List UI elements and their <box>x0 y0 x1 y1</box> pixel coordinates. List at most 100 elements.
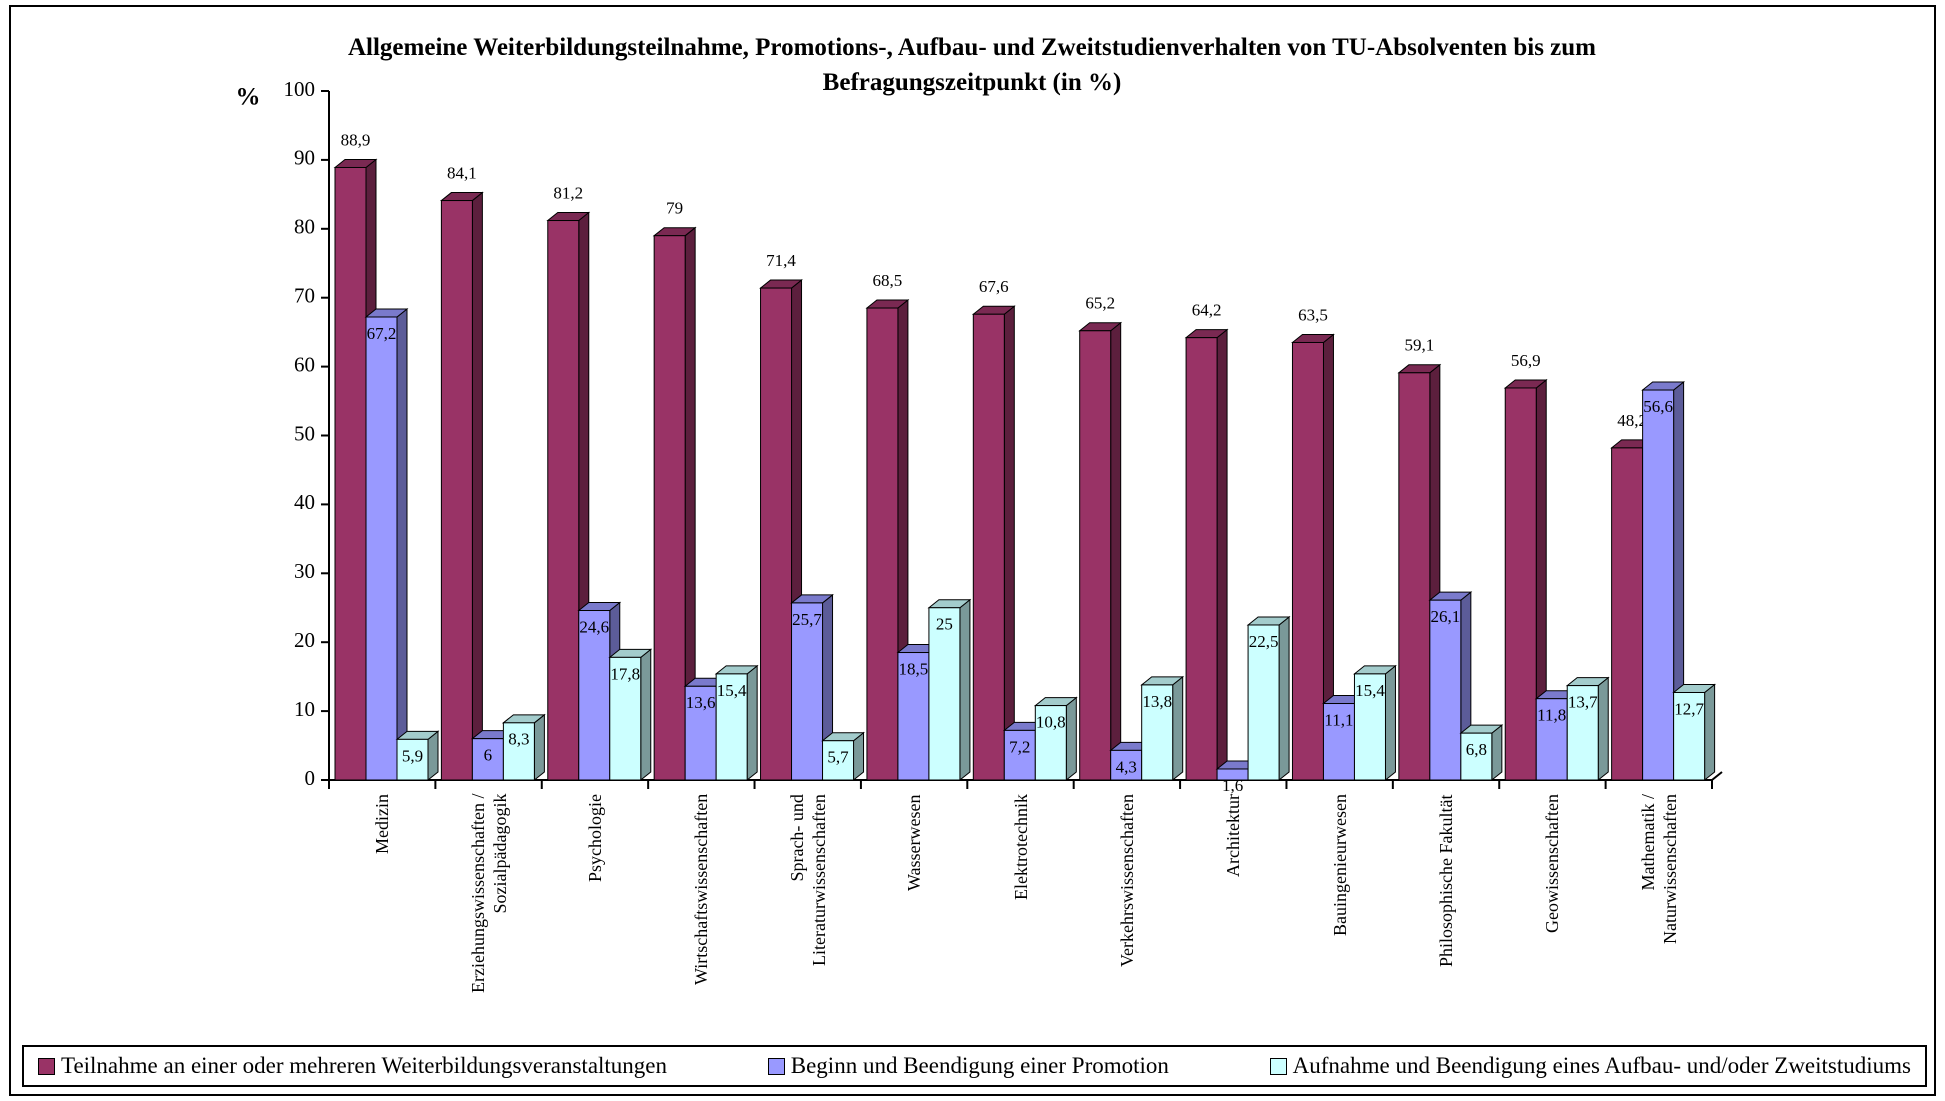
value-label: 8,3 <box>508 730 529 749</box>
legend-swatch <box>38 1057 55 1075</box>
bar <box>760 287 793 781</box>
bar <box>440 200 473 781</box>
x-tick-label: Erziehungswissenschaften / Sozialpädagog… <box>467 793 510 993</box>
value-label: 25,7 <box>792 610 822 629</box>
value-label: 13,6 <box>686 693 716 712</box>
value-label: 11,1 <box>1324 710 1353 729</box>
bar-side <box>959 598 971 782</box>
bar <box>972 313 1005 781</box>
legend: Teilnahme an einer oder mehreren Weiterb… <box>22 1045 1927 1087</box>
x-tick-label: Verkehrswissenschaften <box>1116 794 1137 967</box>
value-label: 11,8 <box>1537 706 1566 725</box>
value-label: 6,8 <box>1466 740 1487 759</box>
x-tick-label: Elektrotechnik <box>1010 794 1031 900</box>
value-label: 7,2 <box>1009 737 1030 756</box>
bar <box>822 740 855 781</box>
bar <box>1034 705 1067 781</box>
value-label: 68,5 <box>873 271 903 290</box>
frame <box>9 5 1936 1096</box>
bar <box>1642 389 1675 781</box>
value-label: 63,5 <box>1298 305 1328 324</box>
value-label: 15,4 <box>717 681 747 700</box>
y-tick-label: 10 <box>294 697 315 721</box>
bar-side <box>396 307 408 782</box>
value-label: 17,8 <box>610 664 640 683</box>
value-label: 12,7 <box>1674 699 1704 718</box>
bar-side <box>1384 664 1396 782</box>
legend-label: Beginn und Beendigung einer Promotion <box>790 1053 1169 1078</box>
bar <box>928 607 961 781</box>
bar <box>1535 698 1568 781</box>
bar <box>1291 341 1324 781</box>
bar <box>365 316 398 781</box>
chart-title: Allgemeine Weiterbildungsteilnahme, Prom… <box>347 34 1597 96</box>
legend-item: Beginn und Beendigung einer Promotion <box>767 1053 1169 1079</box>
bar <box>653 235 686 781</box>
bar-side <box>1597 676 1609 782</box>
bar-side <box>533 713 545 782</box>
value-label: 5,7 <box>827 748 849 767</box>
y-tick-label: 20 <box>294 628 315 652</box>
bar-side <box>1216 328 1228 782</box>
value-label: 64,2 <box>1192 301 1222 320</box>
bar-side <box>1172 675 1184 782</box>
x-tick-label: Architektur <box>1223 794 1244 877</box>
value-label: 15,4 <box>1355 681 1385 700</box>
value-label: 48,2 <box>1617 411 1647 430</box>
bar <box>609 656 642 781</box>
value-label: 25 <box>936 615 953 634</box>
bar <box>1079 330 1112 781</box>
bar <box>1460 732 1493 781</box>
bar <box>578 610 611 781</box>
value-label: 67,6 <box>979 277 1009 296</box>
bar <box>1185 337 1218 781</box>
value-label: 24,6 <box>579 617 609 636</box>
bar <box>547 220 580 781</box>
value-label: 13,8 <box>1142 692 1172 711</box>
value-label: 56,9 <box>1511 351 1541 370</box>
bar <box>1673 691 1706 781</box>
value-label: 59,1 <box>1404 336 1434 355</box>
legend-label: Aufnahme und Beendigung eines Aufbau- un… <box>1292 1053 1911 1078</box>
x-tick-label: Medizin <box>372 794 393 854</box>
bar <box>1353 673 1386 781</box>
bar-side <box>1278 615 1290 782</box>
legend-swatch <box>1269 1057 1287 1075</box>
y-tick-label: 80 <box>294 215 315 239</box>
x-tick-label: Philosophische Fakultät <box>1436 794 1457 968</box>
value-label: 65,2 <box>1085 294 1115 313</box>
bar-side <box>746 664 758 782</box>
x-tick-label: Wasserwesen <box>904 794 925 891</box>
value-label: 79 <box>666 199 683 218</box>
bar-side <box>1065 696 1077 782</box>
value-label: 71,4 <box>766 251 796 270</box>
y-axis-label: % <box>236 84 261 111</box>
x-tick-label: Mathematik / Naturwissenschaften <box>1637 794 1680 944</box>
y-tick-label: 0 <box>305 766 316 790</box>
value-label: 10,8 <box>1036 712 1066 731</box>
bar <box>1429 599 1462 781</box>
value-label: 22,5 <box>1249 632 1279 651</box>
bar <box>897 652 930 781</box>
value-label: 88,9 <box>341 130 371 149</box>
bar <box>1110 749 1143 781</box>
legend-label: Teilnahme an einer oder mehreren Weiterb… <box>61 1053 668 1078</box>
y-tick-label: 100 <box>284 77 316 101</box>
value-label: 5,9 <box>402 746 423 765</box>
legend-item: Aufnahme und Beendigung eines Aufbau- un… <box>1269 1053 1911 1079</box>
value-label: 13,7 <box>1568 693 1598 712</box>
bar-side <box>1003 305 1015 782</box>
y-tick-label: 60 <box>294 352 315 376</box>
value-label: 1,6 <box>1222 776 1243 795</box>
bar-side <box>640 648 652 782</box>
bar-side <box>1110 321 1122 782</box>
bar <box>1611 447 1644 781</box>
bar <box>334 166 367 781</box>
x-tick-label: Geowissenschaften <box>1542 794 1563 933</box>
bar <box>1504 387 1537 781</box>
x-tick-label: Bauingenieurwesen <box>1329 794 1350 936</box>
bar <box>1398 372 1431 781</box>
y-tick-label: 50 <box>294 421 315 445</box>
value-label: 67,2 <box>367 324 397 343</box>
